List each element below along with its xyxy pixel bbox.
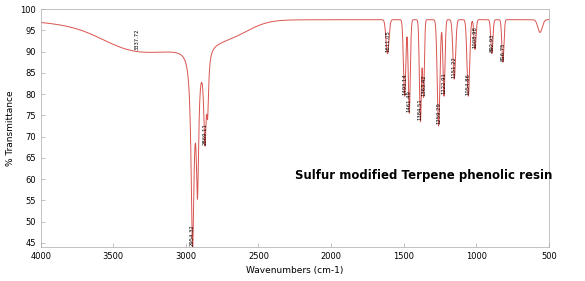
Y-axis label: % Transmittance: % Transmittance	[5, 90, 15, 166]
X-axis label: Wavenumbers (cm-1): Wavenumbers (cm-1)	[246, 266, 343, 275]
Text: 816.75: 816.75	[500, 42, 505, 60]
Text: 1222.91: 1222.91	[441, 72, 446, 94]
Text: 1384.51: 1384.51	[418, 98, 423, 120]
Text: 1151.22: 1151.22	[452, 56, 457, 78]
Text: 1493.14: 1493.14	[402, 73, 407, 95]
Text: 1461.49: 1461.49	[407, 90, 412, 112]
Text: 1054.86: 1054.86	[466, 72, 471, 94]
Text: 892.93: 892.93	[489, 33, 494, 52]
Text: 1259.29: 1259.29	[436, 103, 441, 124]
Text: 2869.11: 2869.11	[202, 123, 207, 145]
Text: 3337.72: 3337.72	[135, 29, 139, 50]
Text: 2954.32: 2954.32	[190, 224, 195, 246]
Text: 1611.05: 1611.05	[385, 30, 390, 52]
Text: Sulfur modified Terpene phenolic resin: Sulfur modified Terpene phenolic resin	[295, 169, 552, 182]
Text: 1363.42: 1363.42	[421, 74, 426, 96]
Text: 1008.98: 1008.98	[472, 26, 477, 48]
